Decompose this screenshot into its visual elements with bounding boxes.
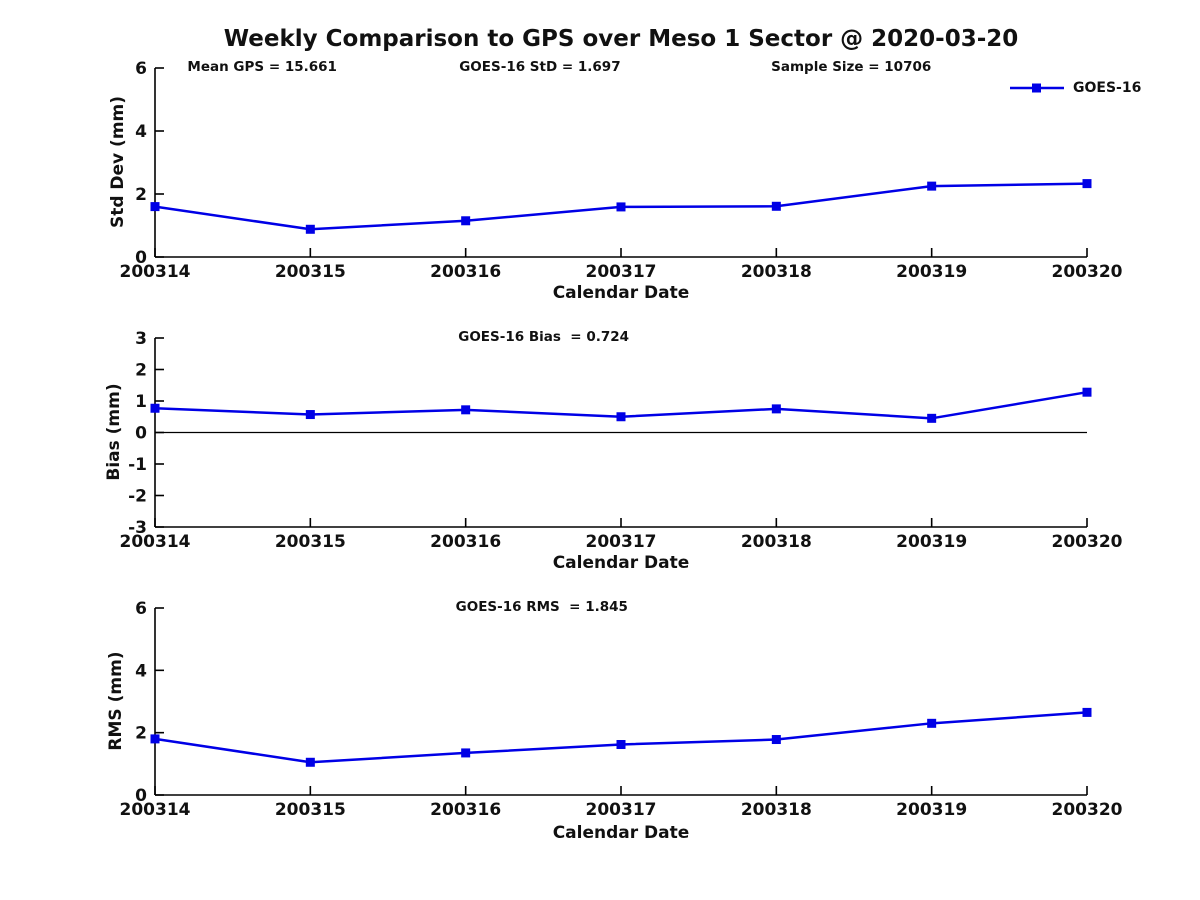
legend-line-sample	[1010, 83, 1064, 93]
y-tick-label: 1	[135, 392, 147, 412]
data-point-marker	[305, 224, 315, 234]
data-point-marker	[771, 735, 781, 745]
legend-square-marker-icon	[1032, 83, 1041, 93]
ylabel-rms: RMS (mm)	[106, 651, 126, 751]
data-point-marker	[616, 412, 626, 422]
x-tick-label: 200317	[586, 800, 657, 820]
data-point-marker	[150, 403, 160, 413]
x-tick-label: 200316	[430, 532, 501, 552]
data-point-marker	[771, 201, 781, 211]
y-tick-label: 2	[135, 724, 147, 744]
x-tick-label: 200315	[275, 532, 346, 552]
x-tick-label: 200320	[1052, 262, 1123, 282]
annotation: Mean GPS = 15.661	[187, 59, 337, 75]
data-point-marker	[461, 216, 471, 226]
x-tick-label: 200318	[741, 262, 812, 282]
x-tick-label: 200319	[896, 532, 967, 552]
y-tick-label: -1	[128, 455, 147, 475]
data-point-marker	[150, 734, 160, 744]
data-point-marker	[150, 202, 160, 212]
x-tick-label: 200319	[896, 262, 967, 282]
data-point-marker	[1082, 387, 1092, 397]
y-tick-label: 2	[135, 360, 147, 380]
y-tick-label: 4	[135, 661, 147, 681]
data-point-marker	[461, 405, 471, 415]
legend-label: GOES-16	[1073, 80, 1142, 96]
x-tick-label: 200318	[741, 800, 812, 820]
x-tick-label: 200315	[275, 262, 346, 282]
x-tick-label: 200318	[741, 532, 812, 552]
series-line-goes-16	[154, 711, 1088, 764]
data-point-marker	[927, 718, 937, 728]
annotation: GOES-16 Bias = 0.724	[458, 329, 630, 345]
xlabel-bottom: Calendar Date	[552, 823, 690, 843]
y-tick-label: 0	[135, 786, 147, 806]
data-point-marker	[461, 748, 471, 758]
y-tick-label: -2	[128, 486, 147, 506]
x-tick-label: 200319	[896, 800, 967, 820]
xlabel-middle: Calendar Date	[552, 553, 690, 573]
xlabel-top: Calendar Date	[552, 283, 690, 303]
chart-title: Weekly Comparison to GPS over Meso 1 Sec…	[223, 26, 1019, 52]
data-point-marker	[927, 181, 937, 191]
data-point-marker	[771, 404, 781, 414]
annotation: Sample Size = 10706	[771, 59, 932, 75]
annotation: GOES-16 StD = 1.697	[459, 59, 621, 75]
y-tick-label: 6	[135, 599, 147, 619]
data-point-marker	[305, 757, 315, 767]
data-point-marker	[1082, 707, 1092, 717]
y-tick-label: 0	[135, 248, 147, 268]
legend: GOES-16	[1008, 80, 1141, 96]
x-tick-label: 200314	[120, 532, 191, 552]
y-tick-label: 6	[135, 59, 147, 79]
annotation: GOES-16 RMS = 1.845	[455, 599, 628, 615]
data-point-marker	[927, 413, 937, 423]
x-tick-label: 200320	[1052, 532, 1123, 552]
y-tick-label: 2	[135, 185, 147, 205]
y-tick-label: 4	[135, 122, 147, 142]
data-point-marker	[305, 410, 315, 420]
x-tick-label: 200314	[120, 800, 191, 820]
x-tick-label: 200317	[586, 262, 657, 282]
y-tick-label: -3	[128, 518, 147, 538]
data-point-marker	[1082, 179, 1092, 189]
x-tick-label: 200315	[275, 800, 346, 820]
ylabel-bias: Bias (mm)	[104, 383, 124, 481]
y-tick-label: 3	[135, 329, 147, 349]
x-tick-label: 200316	[430, 262, 501, 282]
data-point-marker	[616, 740, 626, 750]
x-tick-label: 200316	[430, 800, 501, 820]
x-tick-label: 200320	[1052, 800, 1123, 820]
x-tick-label: 200317	[586, 532, 657, 552]
data-point-marker	[616, 202, 626, 212]
ylabel-std-dev: Std Dev (mm)	[108, 95, 128, 229]
x-tick-label: 200314	[120, 262, 191, 282]
y-tick-label: 0	[135, 423, 147, 443]
